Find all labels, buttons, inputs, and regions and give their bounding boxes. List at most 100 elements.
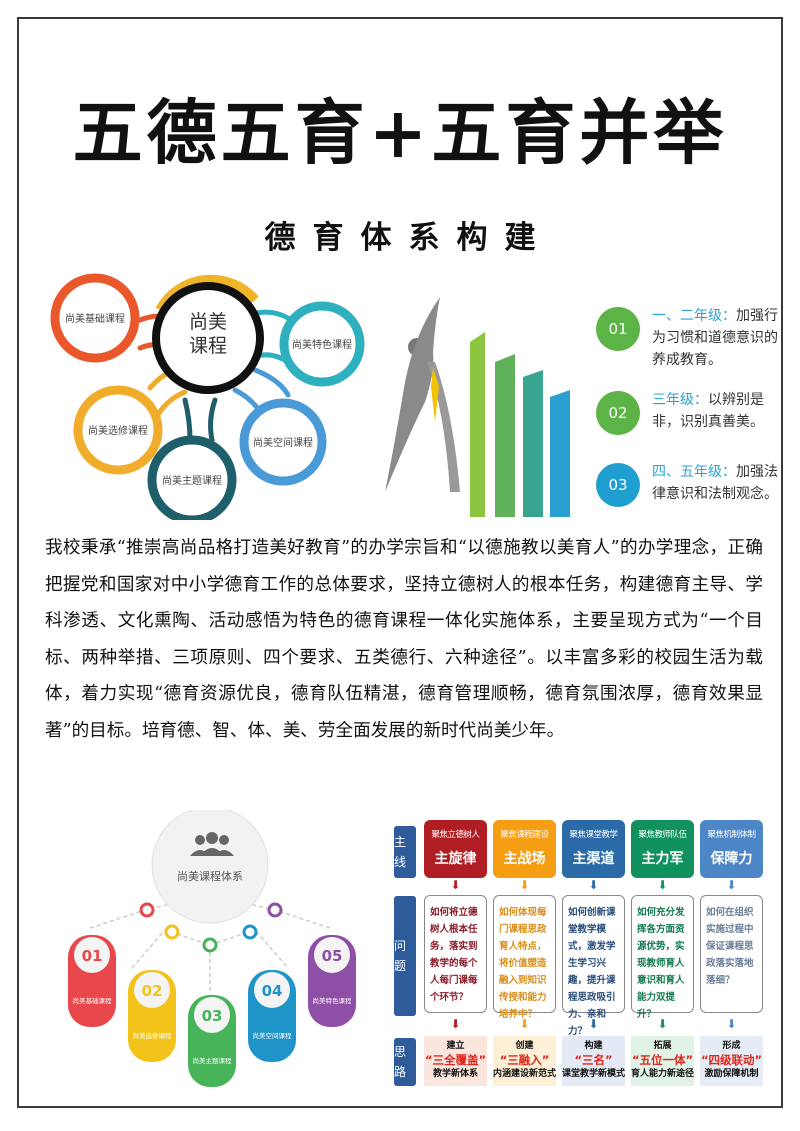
grade-label: 三年级： — [652, 392, 708, 408]
course-system-diagram: 尚美课程体系 01 尚美基础课程 02 尚美选修课程 03 尚美主题课程 04 尚美空间课程 0… — [68, 810, 356, 1087]
bar — [550, 390, 570, 517]
people-group-icon — [190, 832, 234, 856]
approach-box: 构建 “三名” 课堂教学新模式 — [562, 1036, 625, 1086]
step-number-badge: 02 — [596, 391, 640, 435]
focus-header: 聚焦教师队伍 主力军 — [631, 820, 694, 878]
bar — [470, 332, 485, 517]
question-box: 如何将立德树人根本任务，落实到教学的每个人每门课每个环节？ — [424, 895, 487, 1013]
row-label-approach: 思路 — [394, 1038, 416, 1086]
course-number: 02 — [142, 982, 163, 1000]
course-label: 尚美基础课程 — [73, 996, 113, 1005]
grade-goal-item: 03 四、五年级：加强法律意识和法制观念。 — [596, 461, 786, 507]
focus-main: 主渠道 — [572, 851, 615, 867]
connector — [182, 397, 193, 443]
approach-verb: 创建 — [515, 1041, 534, 1051]
page-title: 五德五育+五育并举 — [72, 91, 728, 174]
arrow-down-icon: ⬇ — [519, 878, 530, 892]
approach-box: 创建 “三融入” 内涵建设新范式 — [493, 1036, 556, 1086]
focus-header: 聚焦课程建设 主战场 — [493, 820, 556, 878]
approach-box: 建立 “三全覆盖” 教学新体系 — [424, 1036, 487, 1086]
course-node-space — [239, 398, 327, 486]
approach-result: 课堂教学新模式 — [562, 1069, 626, 1079]
approach-verb: 建立 — [446, 1041, 465, 1051]
step-number-badge: 01 — [596, 307, 640, 351]
course-label: 尚美特色课程 — [313, 996, 353, 1005]
connector — [208, 397, 218, 443]
focus-header: 聚焦立德树人 主旋律 — [424, 820, 487, 878]
course-node-label: 尚美基础课程 — [65, 312, 125, 325]
focus-label: 聚焦机制体制 — [707, 830, 756, 840]
approach-result: 激励保障机制 — [704, 1069, 759, 1079]
arrow-down-icon: ⬇ — [450, 878, 461, 892]
question-box: 如何充分发挥各方面资源优势，实现教师育人意识和育人能力双提升？ — [631, 895, 694, 1020]
course-label: 尚美主题课程 — [193, 1056, 233, 1065]
intro-paragraph: 我校秉承“推崇高尚品格打造美好教育”的办学宗旨和“以德施教以美育人”的办学理念，… — [45, 538, 763, 741]
approach-box: 拓展 “五位一体” 育人能力新途径 — [631, 1036, 694, 1086]
course-number: 01 — [82, 947, 103, 965]
focus-header: 聚焦课堂教学 主渠道 — [562, 820, 625, 878]
connector — [252, 367, 291, 398]
course-number-circle — [254, 972, 290, 1008]
grade-goal-text: 加强法律意识和法制观念。 — [652, 464, 778, 502]
approach-result: 内涵建设新范式 — [493, 1069, 557, 1079]
question-box: 如何在组织实施过程中保证课程思政落实落地落细？ — [700, 895, 763, 1013]
approach-verb: 拓展 — [653, 1041, 672, 1051]
course-map-diagram: 尚美课程 尚美基础课程 尚美特色课程 尚美选修课程 尚美主题课程 尚美空间课程 — [50, 273, 365, 520]
course-label: 尚美选修课程 — [133, 1031, 173, 1040]
course-number: 04 — [262, 982, 283, 1000]
arrow-down-icon: ⬇ — [588, 878, 599, 892]
bar — [523, 370, 543, 517]
focus-label: 聚焦课程建设 — [500, 830, 549, 840]
course-node-label: 尚美主题课程 — [162, 474, 222, 487]
bar — [495, 354, 515, 517]
grade-goal-item: 01 一、二年级：加强行为习惯和道德意识的养成教育。 — [596, 305, 786, 371]
approach-verb: 构建 — [584, 1041, 603, 1051]
approach-verb: 形成 — [722, 1041, 741, 1051]
course-number-circle — [194, 997, 230, 1033]
center-circle — [151, 810, 269, 924]
approach-key: “五位一体” — [631, 1053, 694, 1067]
framework-table: 主线 问题 思路 聚焦立德树人 主旋律 ⬇ 如何将立德树人根本任务，落实到教学的… — [390, 812, 768, 1086]
arrow-down-icon: ⬇ — [726, 1017, 737, 1031]
grade-goal-text: 加强行为习惯和道德意识的养成教育。 — [652, 308, 778, 368]
arrow-down-icon: ⬇ — [450, 1017, 461, 1031]
arrow-down-icon: ⬇ — [519, 1017, 530, 1031]
focus-main: 保障力 — [710, 851, 753, 867]
course-node-theme — [147, 435, 237, 520]
grade-goal-item: 02 三年级：以辨别是非，识别真善美。 — [596, 389, 786, 435]
focus-main: 主战场 — [503, 851, 546, 867]
approach-key: “三名” — [574, 1053, 613, 1067]
course-system-title: 尚美课程体系 — [177, 869, 243, 883]
course-number-circle — [74, 937, 110, 973]
focus-label: 聚焦课堂教学 — [569, 830, 618, 840]
course-number: 03 — [202, 1007, 223, 1025]
course-node-label: 尚美选修课程 — [88, 424, 148, 437]
page-border — [17, 17, 783, 1108]
course-number-circle — [314, 937, 350, 973]
focus-label: 聚焦立德树人 — [431, 830, 480, 840]
approach-result: 教学新体系 — [432, 1069, 478, 1079]
course-number: 05 — [322, 947, 343, 965]
question-box: 如何体现每门课程思政育人特点，将价值塑造融入到知识传授和能力培养中？ — [493, 895, 556, 1020]
grade-goal-text: 以辨别是非，识别真善美。 — [652, 392, 764, 430]
focus-label: 聚焦教师队伍 — [638, 830, 687, 840]
growth-figure-illustration — [385, 297, 570, 517]
grade-label: 四、五年级： — [652, 464, 736, 480]
arrow-down-icon: ⬇ — [726, 878, 737, 892]
row-label-mainline: 主线 — [394, 826, 416, 878]
approach-key: “三融入” — [499, 1053, 550, 1067]
course-node-label: 尚美空间课程 — [253, 436, 313, 449]
course-node-basic — [50, 273, 140, 363]
approach-box: 形成 “四级联动” 激励保障机制 — [700, 1036, 763, 1086]
course-node-label: 尚美特色课程 — [292, 338, 352, 351]
approach-key: “三全覆盖” — [424, 1053, 487, 1067]
course-number-circle — [134, 972, 170, 1008]
course-label: 尚美空间课程 — [253, 1031, 293, 1040]
focus-main: 主旋律 — [434, 851, 477, 867]
focus-header: 聚焦机制体制 保障力 — [700, 820, 763, 878]
approach-key: “四级联动” — [700, 1053, 763, 1067]
step-number-badge: 03 — [596, 463, 640, 507]
focus-main: 主力军 — [641, 851, 684, 867]
question-box: 如何创新课堂教学模式，激发学生学习兴趣，提升课程思政吸引力、亲和力？ — [562, 895, 625, 1037]
arrow-down-icon: ⬇ — [657, 878, 668, 892]
